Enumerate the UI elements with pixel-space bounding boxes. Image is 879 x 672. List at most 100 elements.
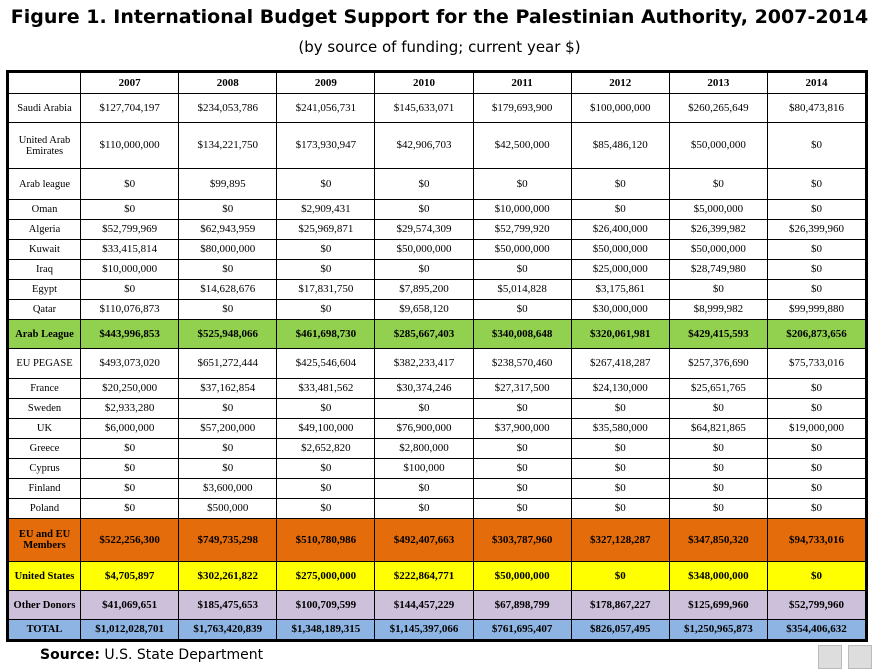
value-cell: $0 — [79, 458, 180, 479]
row-label: Cyprus — [8, 458, 81, 479]
value-cell: $492,407,663 — [374, 518, 474, 562]
value-cell: $99,895 — [178, 168, 278, 200]
value-cell: $0 — [472, 458, 572, 479]
value-cell: $24,130,000 — [570, 378, 670, 399]
value-cell: $0 — [79, 478, 180, 499]
value-cell: $125,699,960 — [668, 590, 768, 620]
value-cell: $67,898,799 — [472, 590, 572, 620]
table-row: Egypt $0 $14,628,676 $17,831,750 $7,895,200 $… — [8, 279, 867, 300]
row-label: Iraq — [8, 259, 81, 280]
value-cell: $525,948,066 — [178, 319, 278, 349]
row-label: Greece — [8, 438, 81, 459]
value-cell: $76,900,000 — [374, 418, 474, 439]
value-cell: $1,012,028,701 — [79, 619, 180, 640]
table-row: Oman $0 $0 $2,909,431 $0 $10,000,000 $0 $5,000,… — [8, 199, 867, 220]
row-label: United Arab Emirates — [8, 122, 81, 169]
table-row: Qatar $110,076,873 $0 $0 $9,658,120 $0 $30,000… — [8, 299, 867, 320]
value-cell: $110,076,873 — [79, 299, 180, 320]
value-cell: $461,698,730 — [276, 319, 376, 349]
value-cell: $0 — [276, 168, 376, 200]
value-cell: $651,272,444 — [178, 348, 278, 379]
value-cell: $42,906,703 — [374, 122, 474, 169]
value-cell: $7,895,200 — [374, 279, 474, 300]
row-label: Poland — [8, 498, 81, 519]
value-cell: $257,376,690 — [668, 348, 768, 379]
value-cell: $0 — [668, 458, 768, 479]
value-cell: $260,265,649 — [668, 93, 768, 123]
close-icon[interactable] — [848, 645, 872, 669]
row-label: Saudi Arabia — [8, 93, 81, 123]
value-cell: $0 — [276, 478, 376, 499]
column-header: 2013 — [668, 72, 768, 94]
value-cell: $0 — [668, 168, 768, 200]
table-row: Iraq $10,000,000 $0 $0 $0 $0 $25,000,000 $28,74… — [8, 259, 867, 280]
value-cell: $50,000,000 — [668, 239, 768, 260]
column-header: 2011 — [472, 72, 572, 94]
value-cell: $50,000,000 — [570, 239, 670, 260]
value-cell: $354,406,632 — [766, 619, 867, 640]
value-cell: $185,475,653 — [178, 590, 278, 620]
value-cell: $0 — [766, 398, 867, 419]
table-row: Arab league $0 $99,895 $0 $0 $0 $0 $0 $0 — [8, 168, 867, 200]
value-cell: $26,399,982 — [668, 219, 768, 240]
budget-table: 2007 2008 2009 2010 2011 2012 2013 2014 Saudi A… — [8, 72, 867, 640]
value-cell: $327,128,287 — [570, 518, 670, 562]
value-cell: $5,014,828 — [472, 279, 572, 300]
value-cell: $340,008,648 — [472, 319, 572, 349]
value-cell: $826,057,495 — [570, 619, 670, 640]
value-cell: $1,250,965,873 — [668, 619, 768, 640]
value-cell: $285,667,403 — [374, 319, 474, 349]
value-cell: $382,233,417 — [374, 348, 474, 379]
header-row: 2007 2008 2009 2010 2011 2012 2013 2014 — [8, 72, 867, 94]
table-row: Sweden $2,933,280 $0 $0 $0 $0 $0 $0 $0 — [8, 398, 867, 419]
value-cell: $241,056,731 — [276, 93, 376, 123]
value-cell: $0 — [374, 478, 474, 499]
expand-icon[interactable] — [818, 645, 842, 669]
value-cell: $0 — [79, 168, 180, 200]
value-cell: $17,831,750 — [276, 279, 376, 300]
value-cell: $0 — [178, 438, 278, 459]
value-cell: $0 — [766, 378, 867, 399]
value-cell: $0 — [766, 279, 867, 300]
value-cell: $0 — [472, 478, 572, 499]
value-cell: $100,709,599 — [276, 590, 376, 620]
row-label: EU and EU Members — [8, 518, 81, 562]
value-cell: $0 — [472, 398, 572, 419]
value-cell: $0 — [766, 168, 867, 200]
value-cell: $2,800,000 — [374, 438, 474, 459]
row-label: EU PEGASE — [8, 348, 81, 379]
value-cell: $29,574,309 — [374, 219, 474, 240]
row-label: Arab league — [8, 168, 81, 200]
value-cell: $0 — [668, 398, 768, 419]
value-cell: $0 — [178, 259, 278, 280]
value-cell: $429,415,593 — [668, 319, 768, 349]
table-row: Other Donors $41,069,651 $185,475,653 $100,… — [8, 590, 867, 620]
row-label: United States — [8, 561, 81, 591]
value-cell: $5,000,000 — [668, 199, 768, 220]
value-cell: $0 — [766, 259, 867, 280]
column-header: 2012 — [570, 72, 670, 94]
value-cell: $0 — [374, 398, 474, 419]
value-cell: $6,000,000 — [79, 418, 180, 439]
value-cell: $0 — [570, 398, 670, 419]
value-cell: $100,000,000 — [570, 93, 670, 123]
value-cell: $0 — [374, 199, 474, 220]
table-body: Saudi Arabia $127,704,197 $234,053,786 $241… — [8, 93, 867, 640]
value-cell: $320,061,981 — [570, 319, 670, 349]
value-cell: $238,570,460 — [472, 348, 572, 379]
column-header: 2009 — [276, 72, 376, 94]
value-cell: $50,000,000 — [472, 239, 572, 260]
value-cell: $425,546,604 — [276, 348, 376, 379]
value-cell: $0 — [766, 199, 867, 220]
value-cell: $222,864,771 — [374, 561, 474, 591]
table-row: United Arab Emirates $110,000,000 $134,221… — [8, 122, 867, 169]
row-label: Other Donors — [8, 590, 81, 620]
value-cell: $3,600,000 — [178, 478, 278, 499]
value-cell: $26,400,000 — [570, 219, 670, 240]
value-cell: $0 — [178, 458, 278, 479]
value-cell: $64,821,865 — [668, 418, 768, 439]
value-cell: $30,374,246 — [374, 378, 474, 399]
table-row: Kuwait $33,415,814 $80,000,000 $0 $50,000,00… — [8, 239, 867, 260]
value-cell: $134,221,750 — [178, 122, 278, 169]
row-label: Kuwait — [8, 239, 81, 260]
